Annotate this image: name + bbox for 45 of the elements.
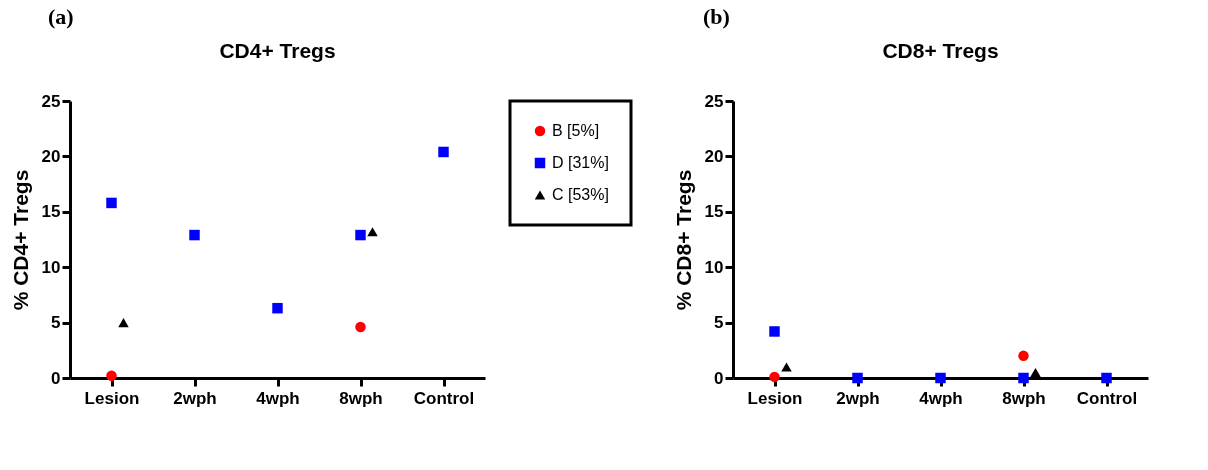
point xyxy=(106,370,117,382)
point xyxy=(769,326,780,337)
y-tick-label: 20 xyxy=(704,146,724,166)
y-axis-title: % CD4+ Tregs xyxy=(8,169,32,311)
point xyxy=(1018,372,1029,384)
y-tick-label: 5 xyxy=(51,313,61,333)
y-tick-label: 15 xyxy=(704,202,724,222)
point xyxy=(769,371,780,383)
x-tick-label: 4wph xyxy=(256,388,300,408)
point xyxy=(355,229,366,241)
x-tick-label: Control xyxy=(413,388,475,408)
point xyxy=(1101,372,1112,384)
y-tick-label: 25 xyxy=(41,91,61,111)
chart-title: CD8+ Tregs xyxy=(882,39,999,62)
text: (a) xyxy=(48,4,74,29)
point xyxy=(106,197,117,209)
point xyxy=(852,372,863,384)
legend-label: C [53%] xyxy=(552,186,609,203)
y-tick-label: 15 xyxy=(41,202,61,222)
point xyxy=(438,146,449,158)
text: (b) xyxy=(703,4,730,29)
legend-label: D [31%] xyxy=(552,154,609,171)
x-tick-label: Lesion xyxy=(84,388,140,408)
x-tick-label: Control xyxy=(1076,388,1138,408)
legend-label: B [5%] xyxy=(552,122,600,139)
y-axis-title: % CD8+ Tregs xyxy=(671,169,695,311)
x-tick-label: Lesion xyxy=(747,388,803,408)
x-tick-label: 4wph xyxy=(919,388,963,408)
y-tick-label: 0 xyxy=(51,368,61,388)
point xyxy=(355,321,366,333)
point xyxy=(189,229,200,241)
x-tick-label: 2wph xyxy=(173,388,217,408)
y-tick-label: 5 xyxy=(714,313,724,333)
y-tick-label: 0 xyxy=(714,368,724,388)
y-tick-label: 20 xyxy=(41,146,61,166)
point xyxy=(272,302,283,314)
point xyxy=(1018,350,1029,362)
y-tick-label: 10 xyxy=(704,257,724,277)
chart-title: CD4+ Tregs xyxy=(219,39,336,62)
y-tick-label: 10 xyxy=(41,257,61,277)
point xyxy=(935,372,946,384)
x-tick-label: 8wph xyxy=(339,388,383,408)
x-tick-label: 8wph xyxy=(1002,388,1046,408)
x-tick-label: 2wph xyxy=(836,388,880,408)
y-tick-label: 25 xyxy=(704,91,724,111)
